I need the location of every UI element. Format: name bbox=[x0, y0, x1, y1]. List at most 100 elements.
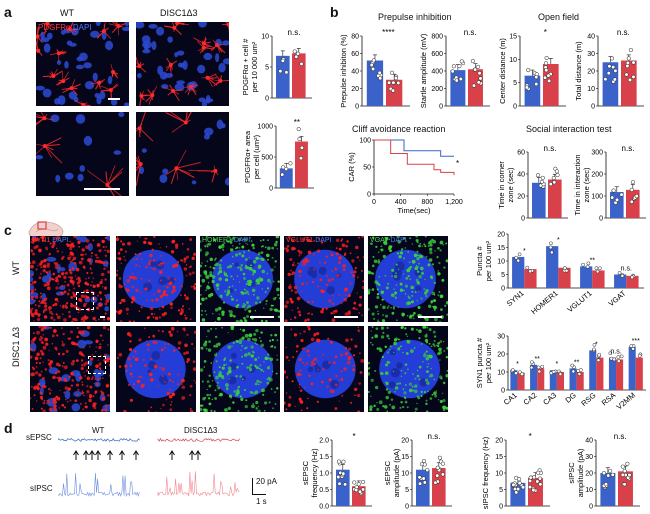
y-axis-label: per 100 um² bbox=[484, 240, 493, 281]
puncta bbox=[202, 408, 205, 411]
puncta bbox=[148, 279, 151, 282]
puncta bbox=[123, 409, 126, 412]
puncta bbox=[416, 250, 419, 253]
puncta bbox=[249, 390, 253, 394]
puncta bbox=[142, 358, 145, 361]
puncta bbox=[39, 297, 42, 299]
puncta bbox=[267, 357, 270, 360]
puncta bbox=[400, 401, 403, 404]
puncta bbox=[426, 326, 429, 329]
puncta bbox=[335, 247, 338, 250]
puncta bbox=[277, 293, 280, 297]
puncta bbox=[232, 278, 235, 280]
puncta bbox=[385, 286, 389, 290]
puncta bbox=[371, 312, 375, 316]
puncta bbox=[267, 376, 271, 380]
y-axis-label: per cell (um²) bbox=[252, 134, 261, 179]
puncta bbox=[64, 280, 66, 283]
puncta bbox=[169, 408, 173, 411]
puncta bbox=[101, 239, 105, 244]
puncta bbox=[108, 374, 110, 377]
data-point bbox=[336, 459, 342, 464]
puncta bbox=[200, 284, 202, 288]
puncta bbox=[75, 359, 79, 362]
puncta bbox=[31, 260, 36, 265]
puncta bbox=[210, 362, 213, 364]
puncta bbox=[306, 326, 311, 328]
data-point bbox=[549, 241, 553, 246]
puncta bbox=[77, 240, 81, 245]
data-point bbox=[620, 464, 625, 469]
puncta bbox=[119, 309, 123, 313]
puncta bbox=[84, 253, 87, 256]
y-tick-label: 600 bbox=[431, 51, 443, 58]
puncta bbox=[256, 379, 260, 383]
puncta bbox=[325, 283, 329, 287]
data-point bbox=[571, 369, 576, 374]
puncta bbox=[213, 410, 216, 412]
puncta bbox=[251, 243, 255, 247]
puncta bbox=[429, 240, 432, 243]
puncta bbox=[387, 390, 392, 395]
puncta bbox=[47, 286, 49, 289]
significance: * bbox=[595, 341, 598, 348]
puncta bbox=[63, 406, 67, 409]
puncta bbox=[371, 264, 375, 268]
d-label-sepsc: sEPSC bbox=[26, 433, 52, 442]
puncta bbox=[378, 276, 381, 278]
puncta bbox=[104, 236, 107, 240]
nucleus bbox=[60, 29, 66, 35]
puncta bbox=[416, 369, 419, 372]
puncta bbox=[247, 279, 250, 283]
puncta bbox=[102, 326, 107, 330]
puncta bbox=[232, 262, 234, 265]
puncta bbox=[35, 295, 39, 299]
puncta bbox=[435, 390, 437, 392]
puncta bbox=[242, 238, 245, 241]
data-point bbox=[421, 476, 426, 481]
y-tick-label: 20 bbox=[351, 86, 359, 93]
puncta bbox=[236, 275, 239, 277]
y-tick-label: 400 bbox=[431, 69, 443, 76]
data-point bbox=[538, 482, 543, 487]
puncta bbox=[257, 281, 260, 285]
puncta bbox=[56, 236, 60, 240]
puncta bbox=[40, 326, 43, 328]
puncta bbox=[66, 283, 70, 287]
puncta bbox=[106, 249, 110, 253]
nucleus bbox=[75, 236, 81, 241]
significance: * bbox=[557, 237, 560, 244]
puncta bbox=[172, 264, 176, 268]
puncta bbox=[305, 238, 307, 241]
puncta bbox=[76, 281, 80, 285]
puncta bbox=[46, 248, 48, 251]
puncta bbox=[248, 367, 253, 372]
puncta bbox=[242, 272, 246, 276]
puncta bbox=[269, 357, 274, 362]
puncta bbox=[273, 308, 275, 311]
bar-disc bbox=[292, 53, 306, 98]
puncta bbox=[291, 271, 296, 275]
data-point bbox=[457, 64, 462, 69]
puncta bbox=[161, 305, 165, 309]
puncta bbox=[45, 402, 48, 404]
cell-body bbox=[201, 45, 206, 50]
bar-wt bbox=[530, 364, 538, 390]
puncta bbox=[238, 252, 242, 256]
panel-label-d: d bbox=[4, 420, 13, 436]
puncta bbox=[135, 264, 138, 267]
puncta bbox=[206, 335, 208, 338]
cell-body bbox=[116, 23, 121, 28]
puncta bbox=[352, 365, 354, 367]
puncta bbox=[176, 320, 179, 322]
puncta bbox=[118, 365, 122, 368]
puncta bbox=[424, 278, 426, 281]
puncta bbox=[54, 302, 58, 307]
puncta bbox=[438, 347, 442, 352]
puncta bbox=[304, 259, 309, 264]
puncta bbox=[428, 258, 433, 262]
nucleus bbox=[294, 249, 355, 309]
puncta bbox=[291, 380, 294, 383]
